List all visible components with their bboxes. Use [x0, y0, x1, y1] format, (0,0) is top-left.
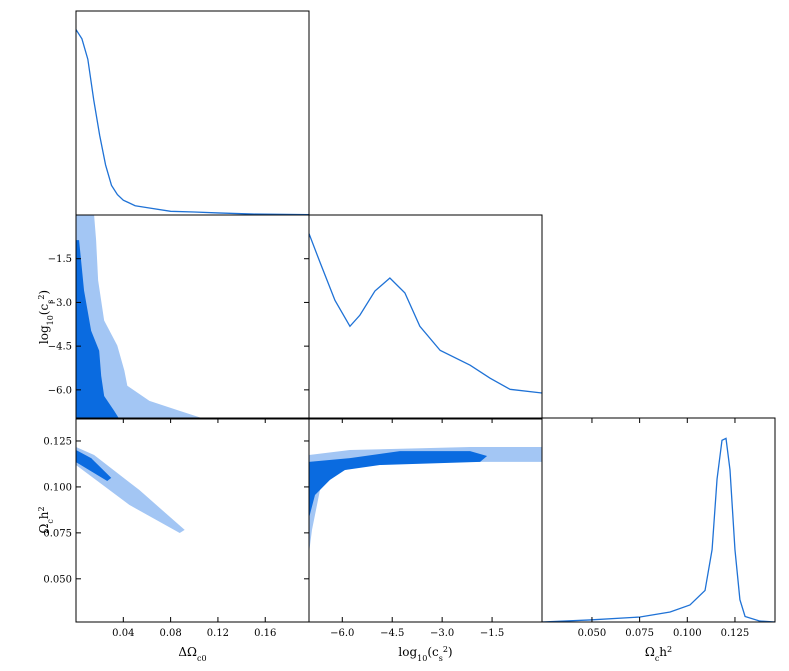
label-part: log: [398, 645, 417, 659]
y-tick-label: −6.0: [48, 385, 72, 396]
label-part: Ω: [37, 524, 51, 534]
x-tick-label: −4.5: [380, 628, 404, 639]
x-tick-label: 0.16: [254, 628, 276, 639]
axis-label: log10(cs2): [37, 290, 55, 344]
panel: [542, 437, 775, 622]
label-part: h: [659, 645, 667, 659]
density-line: [76, 29, 309, 215]
y-tick-label: −4.5: [48, 342, 72, 353]
x-tick-label: 0.050: [578, 628, 607, 639]
label-part: s: [46, 300, 55, 304]
label-part: (c: [37, 303, 51, 315]
label-part: ): [37, 290, 51, 295]
label-part: 2: [37, 506, 46, 511]
x-tick-label: 0.08: [159, 628, 181, 639]
x-tick-label: 0.04: [112, 628, 134, 639]
x-tick-label: −6.0: [330, 628, 354, 639]
label-part: c: [46, 519, 55, 524]
label-part: 2: [443, 645, 448, 654]
label-part: log: [37, 325, 51, 344]
density-line: [309, 233, 542, 394]
y-tick-label: 0.075: [43, 528, 72, 539]
contour-region: [76, 215, 205, 419]
panel-frame: [308, 214, 543, 420]
label-part: c0: [197, 654, 207, 663]
panel-frame: [75, 417, 310, 623]
label-part: 10: [46, 315, 55, 325]
density-line: [542, 437, 775, 622]
label-part: Ω: [645, 645, 655, 659]
x-tick-label: −1.5: [480, 628, 504, 639]
panel: [76, 29, 309, 215]
panel-frame: [541, 417, 776, 623]
label-part: 2: [667, 645, 672, 654]
y-tick-label: 0.125: [43, 436, 72, 447]
y-tick-label: −3.0: [48, 298, 72, 309]
axis-label: Ωch2: [37, 506, 55, 533]
x-tick-label: 0.075: [625, 628, 654, 639]
contour-region: [309, 451, 488, 518]
x-tick-label: −3.0: [430, 628, 454, 639]
axis-label: log10(cs2): [398, 645, 452, 663]
contour-region: [76, 449, 112, 482]
x-tick-label: 0.12: [207, 628, 229, 639]
panel: [76, 447, 185, 534]
panel: [309, 447, 542, 553]
axis-label: Ωch2: [645, 645, 672, 663]
contour-region: [76, 447, 185, 534]
label-part: s: [439, 654, 443, 663]
label-part: 10: [417, 654, 427, 663]
y-tick-label: 0.100: [43, 482, 72, 493]
label-part: ): [448, 645, 453, 659]
axis-label: ΔΩc0: [178, 645, 206, 663]
y-tick-label: −1.5: [48, 254, 72, 265]
contour-region: [309, 447, 542, 553]
panel: [309, 233, 542, 394]
label-part: (c: [427, 645, 439, 659]
panel: [76, 215, 205, 419]
x-tick-label: 0.125: [721, 628, 750, 639]
label-part: ΔΩ: [178, 645, 197, 659]
x-tick-label: 0.100: [673, 628, 702, 639]
contour-region: [76, 240, 120, 419]
label-part: h: [37, 511, 51, 519]
label-part: 2: [37, 295, 46, 300]
y-tick-label: 0.050: [43, 574, 72, 585]
label-part: c: [655, 654, 660, 663]
